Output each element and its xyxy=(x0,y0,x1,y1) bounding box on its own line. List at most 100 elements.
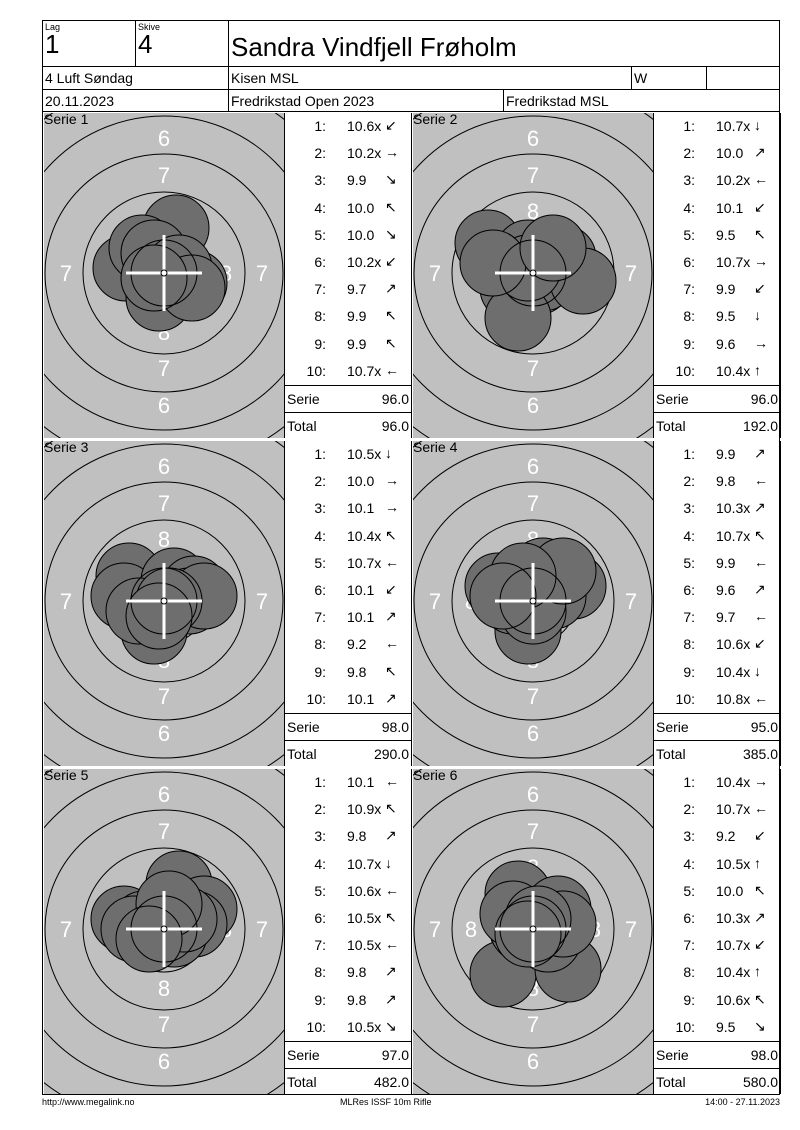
direction-arrow-icon: ← xyxy=(754,472,768,489)
direction-arrow-icon: ↖ xyxy=(754,526,766,543)
shot-score: 9.5 xyxy=(716,226,736,243)
organizer-cell: Fredrikstad MSL xyxy=(504,90,779,111)
shot-number: 10: xyxy=(675,690,695,707)
sum-label: Serie xyxy=(656,719,689,735)
shot-list-serie-3: 1: 10.5x ↓ 2: 10.0 → 3: 10.1 → 4: 10.4x ↖ 5: 10.7x ← 6:… xyxy=(284,441,412,766)
shot-list-serie-2: 1: 10.7x ↓ 2: 10.0 ↗ 3: 10.2x ← 4: 10.1 ↙ 5: 9.5 ↖ 6: 10… xyxy=(653,113,781,438)
shot-score: 9.9 xyxy=(716,281,736,298)
shot-score: 10.3x xyxy=(716,500,751,517)
sum-value: 580.0 xyxy=(742,1074,778,1090)
shot-row: 4: 10.5x ↑ xyxy=(654,851,780,878)
serie-sum-row: Serie 96.0 xyxy=(285,385,411,412)
direction-arrow-icon: ↙ xyxy=(385,117,397,133)
club-name: Kisen MSL xyxy=(231,70,299,86)
shot-score: 9.7 xyxy=(347,281,367,298)
shot-score: 10.0 xyxy=(347,226,375,243)
lag-cell: Lag 1 xyxy=(43,21,136,66)
shot-score: 10.7x xyxy=(716,254,751,270)
shot-score: 10.0 xyxy=(347,199,375,216)
shot-score: 9.9 xyxy=(716,446,736,462)
serie-label: Serie 6 xyxy=(413,767,458,783)
sum-label: Serie xyxy=(287,1047,320,1063)
shot-row: 8: 10.6x ↙ xyxy=(654,631,780,658)
shooter-name: Sandra Vindfjell Frøholm xyxy=(231,32,517,62)
score-card: Lag 1 Skive 4 Sandra Vindfjell Frøholm 4… xyxy=(42,20,781,1095)
shot-number: 5: xyxy=(683,226,695,243)
sum-label: Total xyxy=(656,1074,686,1090)
shot-row: 1: 9.9 ↗ xyxy=(654,441,780,468)
sum-value: 482.0 xyxy=(373,1074,409,1090)
sum-value: 96.0 xyxy=(750,391,778,407)
shot-row: 3: 10.1 → xyxy=(285,495,411,522)
shot-number: 10: xyxy=(675,362,695,379)
direction-arrow-icon: ↗ xyxy=(754,445,766,461)
target-ring xyxy=(82,847,246,1011)
ring-number: 7 xyxy=(527,356,539,381)
target-serie-5: 6677778888Serie 5 xyxy=(44,767,284,1094)
shot-number: 10: xyxy=(306,1018,326,1035)
shot-row: 8: 9.2 ← xyxy=(285,631,411,658)
shot-row: 1: 10.4x → xyxy=(654,769,780,796)
shot-score: 10.1 xyxy=(347,774,375,790)
direction-arrow-icon: → xyxy=(385,472,399,489)
shot-number: 9: xyxy=(683,991,695,1008)
ring-number: 6 xyxy=(158,1049,170,1074)
total-row: Total 192.0 xyxy=(654,412,780,439)
sum-value: 98.0 xyxy=(750,1047,778,1063)
sum-value: 95.0 xyxy=(750,719,778,735)
target-face: 6677778888 xyxy=(413,441,653,766)
shot-hole xyxy=(469,562,537,630)
target-serie-2: 6677778888Serie 2 xyxy=(413,111,653,438)
direction-arrow-icon: ↖ xyxy=(385,334,397,351)
shot-row: 6: 10.5x ↖ xyxy=(285,905,411,932)
shot-row: 9: 9.8 ↖ xyxy=(285,659,411,686)
ring-number: 7 xyxy=(60,589,72,614)
shot-row: 1: 10.7x ↓ xyxy=(654,113,780,140)
ring-number: 7 xyxy=(158,491,170,516)
shot-number: 10: xyxy=(675,1018,695,1035)
direction-arrow-icon: ← xyxy=(754,800,768,817)
shot-score: 10.9x xyxy=(347,801,382,818)
shot-number: 4: xyxy=(683,855,695,872)
shot-row: 3: 10.3x ↗ xyxy=(654,495,780,522)
sum-label: Serie xyxy=(287,391,320,407)
shot-row: 9: 9.9 ↖ xyxy=(285,331,411,358)
direction-arrow-icon: ← xyxy=(385,881,399,898)
shot-score: 10.1 xyxy=(347,609,375,626)
direction-arrow-icon: ↙ xyxy=(754,280,766,297)
shot-number: 3: xyxy=(314,172,326,189)
shot-score: 10.7x xyxy=(716,118,751,134)
sum-label: Total xyxy=(656,746,686,762)
shot-number: 2: xyxy=(314,473,326,490)
ring-number: 7 xyxy=(527,163,539,188)
direction-arrow-icon: ↗ xyxy=(385,280,397,297)
shot-number: 8: xyxy=(314,308,326,325)
target-face: 6677778888 xyxy=(44,441,284,766)
ring-number: 7 xyxy=(527,819,539,844)
empty-cell xyxy=(707,67,779,89)
ring-number: 7 xyxy=(158,163,170,188)
direction-arrow-icon: ↓ xyxy=(385,854,392,871)
ring-number: 6 xyxy=(527,721,539,746)
shot-hole xyxy=(519,214,587,282)
direction-arrow-icon: ↙ xyxy=(385,581,397,597)
direction-arrow-icon: ↓ xyxy=(385,445,392,461)
shot-number: 9: xyxy=(314,663,326,680)
target-serie-4: 6677778888Serie 4 xyxy=(413,439,653,766)
shot-row: 6: 10.7x → xyxy=(654,249,780,276)
shot-row: 10: 9.5 ↘ xyxy=(654,1014,780,1041)
shot-row: 4: 10.7x ↖ xyxy=(654,523,780,550)
ring-number: 6 xyxy=(527,782,539,807)
ring-number: 7 xyxy=(158,356,170,381)
shot-row: 6: 9.6 ↗ xyxy=(654,577,780,604)
shot-score: 10.6x xyxy=(347,118,382,134)
header-row-2: 4 Luft Søndag Kisen MSL W xyxy=(43,67,779,90)
ring-number: 7 xyxy=(625,261,637,286)
target-ring xyxy=(82,191,246,355)
shot-number: 5: xyxy=(314,882,326,899)
direction-arrow-icon: ↖ xyxy=(754,990,766,1007)
target-ring xyxy=(44,809,284,1049)
shot-score: 10.3x xyxy=(716,910,751,926)
ring-number: 7 xyxy=(256,589,268,614)
serie-label: Serie 2 xyxy=(413,111,458,127)
